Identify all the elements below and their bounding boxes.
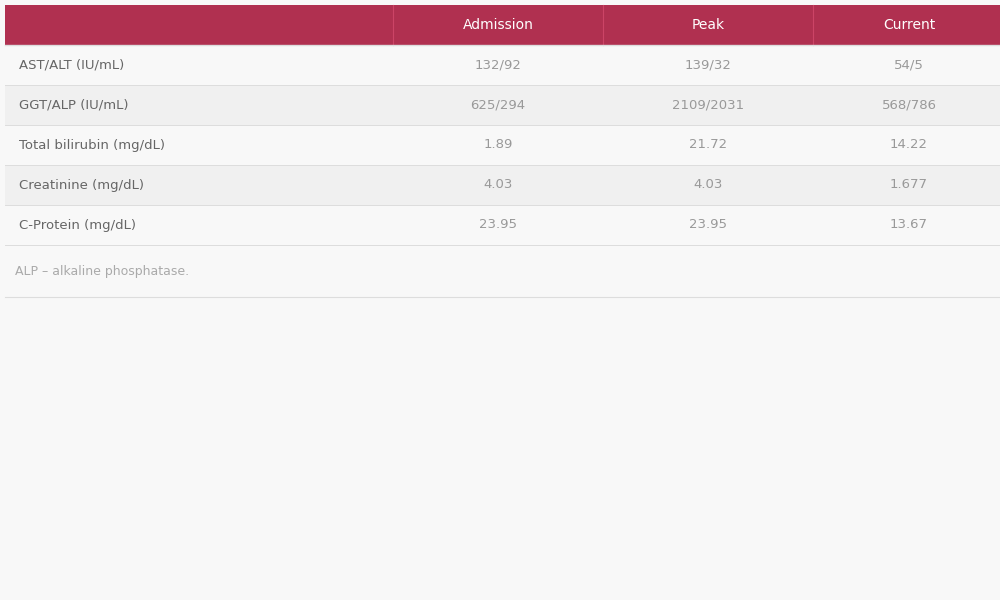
- Text: Current: Current: [883, 18, 935, 32]
- Text: 568/786: 568/786: [882, 98, 936, 112]
- Text: 21.72: 21.72: [689, 139, 727, 151]
- Text: 1.89: 1.89: [483, 139, 513, 151]
- Text: 132/92: 132/92: [475, 58, 521, 71]
- Bar: [5, 5, 393, 45]
- Bar: [5, 165, 1000, 205]
- Text: Admission: Admission: [463, 18, 533, 32]
- Text: ALP – alkaline phosphatase.: ALP – alkaline phosphatase.: [15, 265, 189, 278]
- Text: AST/ALT (IU/mL): AST/ALT (IU/mL): [19, 58, 124, 71]
- Text: 1.677: 1.677: [890, 179, 928, 191]
- Bar: [393, 5, 603, 45]
- Bar: [5, 205, 1000, 245]
- Text: 23.95: 23.95: [479, 218, 517, 232]
- Text: 139/32: 139/32: [685, 58, 731, 71]
- Text: Peak: Peak: [691, 18, 725, 32]
- Text: 4.03: 4.03: [693, 179, 723, 191]
- Text: Total bilirubin (mg/dL): Total bilirubin (mg/dL): [19, 139, 165, 151]
- Text: 14.22: 14.22: [890, 139, 928, 151]
- Text: 23.95: 23.95: [689, 218, 727, 232]
- Text: GGT/ALP (IU/mL): GGT/ALP (IU/mL): [19, 98, 128, 112]
- Bar: [5, 125, 1000, 165]
- Text: 13.67: 13.67: [890, 218, 928, 232]
- Text: Creatinine (mg/dL): Creatinine (mg/dL): [19, 179, 144, 191]
- Text: C-Protein (mg/dL): C-Protein (mg/dL): [19, 218, 136, 232]
- Bar: [813, 5, 1000, 45]
- Text: 54/5: 54/5: [894, 58, 924, 71]
- Bar: [5, 45, 1000, 85]
- Bar: [603, 5, 813, 45]
- Bar: [5, 85, 1000, 125]
- Text: 625/294: 625/294: [470, 98, 526, 112]
- Text: 2109/2031: 2109/2031: [672, 98, 744, 112]
- Text: 4.03: 4.03: [483, 179, 513, 191]
